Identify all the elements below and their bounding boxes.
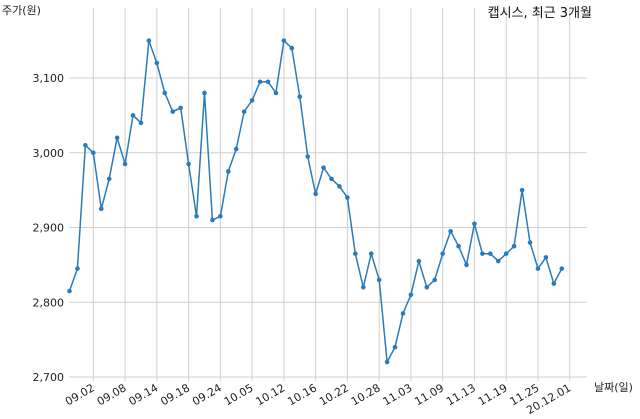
data-point [519,187,525,193]
data-point [289,45,295,51]
data-point [146,38,152,43]
data-point [194,213,199,219]
x-tick-label: 09.14 [127,381,161,408]
data-point [408,292,414,298]
data-point [384,359,390,365]
data-point [122,161,128,167]
data-point [535,266,541,271]
data-point [503,251,509,256]
chart-title: 캡시스, 최근 3개월 [488,6,592,21]
data-point [273,90,279,96]
data-point [313,191,318,197]
data-point [114,135,120,141]
y-tick-label: 2,900 [33,222,65,235]
data-point [432,277,438,283]
x-tick-label: 10.16 [285,381,319,408]
y-axis-ticks: 2,700 2,800 2,900 3,000 3,100 [33,72,65,384]
data-point [241,109,247,114]
data-point [170,109,176,114]
x-axis-label: 날짜(일) [594,380,633,394]
data-point [321,165,326,170]
y-axis-label: 주가(원) [2,4,41,17]
data-point [353,251,358,256]
data-point [233,146,239,152]
data-point [511,243,517,249]
price-points [67,38,565,365]
data-point [218,213,223,219]
data-point [186,161,191,167]
data-point [226,169,231,174]
data-point [67,288,72,294]
data-point [424,285,430,290]
data-point [543,255,549,260]
x-tick-label: 11.19 [476,381,510,408]
data-point [360,285,366,290]
data-point [138,120,144,126]
data-point [154,60,160,66]
data-point [456,243,461,249]
data-point [329,176,334,182]
data-point [202,90,207,96]
y-tick-label: 3,000 [33,147,65,160]
x-tick-label: 09.18 [158,381,192,408]
x-tick-label: 09.24 [190,381,224,408]
data-point [83,142,88,148]
x-tick-label: 10.22 [317,381,351,408]
data-point [337,184,342,189]
data-point [376,277,382,283]
data-point [281,38,287,43]
y-tick-label: 2,700 [33,371,65,384]
data-point [297,94,303,99]
data-point [368,251,374,256]
data-point [488,251,493,256]
y-tick-label: 3,100 [33,72,65,85]
data-point [480,251,485,256]
data-point [91,150,96,156]
data-point [178,105,183,111]
x-tick-label: 10.05 [222,381,256,408]
x-tick-label: 09.08 [95,381,129,408]
data-point [400,311,406,316]
data-point [464,262,469,268]
x-tick-label: 11.13 [444,381,478,408]
data-point [75,266,80,271]
data-point [416,258,422,264]
data-point [265,79,271,85]
data-point [527,240,533,245]
data-point [305,154,311,159]
x-tick-label: 10.28 [349,381,383,408]
data-point [98,206,104,212]
data-point [559,266,565,271]
x-axis-ticks: 09.0209.0809.1409.1809.2410.0510.1210.16… [63,381,573,417]
data-point [345,195,350,200]
x-tick-label: 10.12 [254,381,288,408]
data-point [495,258,501,264]
x-tick-label: 11.03 [381,381,415,408]
data-point [392,344,398,350]
x-tick-label: 11.09 [412,381,446,408]
data-point [440,251,445,256]
data-point [448,228,453,234]
data-point [130,113,136,118]
data-point [551,281,557,286]
y-tick-label: 2,800 [33,296,65,309]
data-point [249,98,255,103]
data-point [162,90,168,96]
data-point [257,79,263,85]
data-point [106,176,112,182]
x-tick-label: 09.02 [63,381,97,408]
data-point [472,221,477,227]
data-point [210,217,215,223]
